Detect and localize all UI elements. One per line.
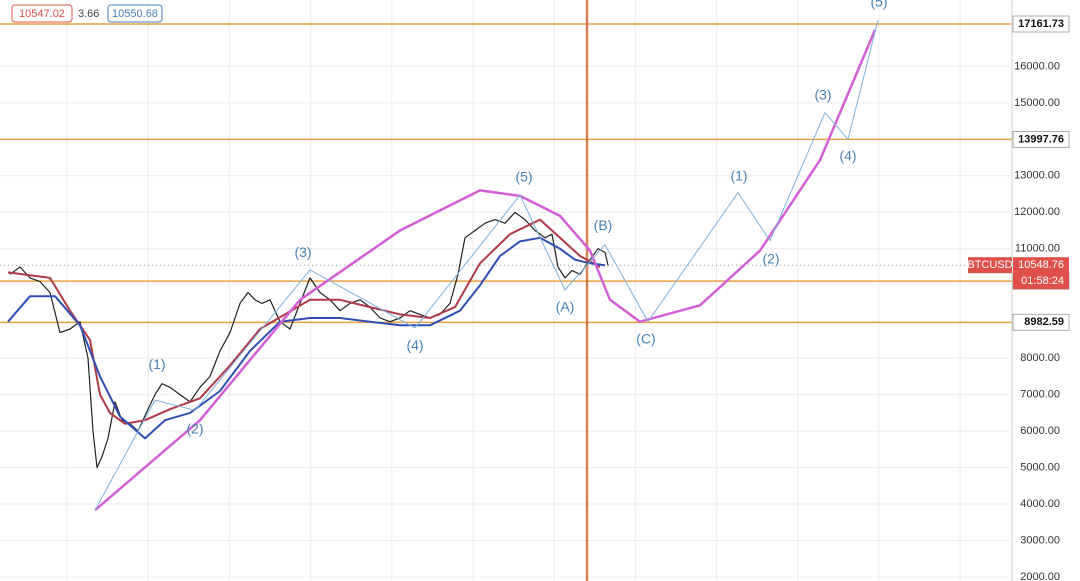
level-label: 8982.59 [1024, 316, 1064, 328]
wave-label: (3) [814, 87, 831, 103]
level-label: 17161.73 [1018, 18, 1064, 30]
legend-value: 10550.68 [112, 8, 158, 20]
series-line [7, 236, 606, 440]
legend-box [107, 4, 163, 23]
wave-label: (A) [556, 299, 575, 315]
wave-label: (1) [730, 168, 747, 184]
price-axis [1012, 0, 1080, 581]
wave-label: (4) [839, 148, 856, 164]
level-label-box [1012, 313, 1070, 331]
y-tick-label: 4000.00 [1020, 498, 1060, 510]
y-tick-label: 15000.00 [1014, 97, 1060, 109]
wave-label: (4) [406, 337, 423, 353]
wave-label: (2) [186, 421, 203, 437]
y-tick-label: 6000.00 [1020, 425, 1060, 437]
level-label: 13997.76 [1018, 133, 1064, 145]
countdown-label: 01:58:24 [1021, 275, 1064, 287]
wave-label: (B) [594, 217, 613, 233]
y-tick-label: 5000.00 [1020, 461, 1060, 473]
last-price-label: 10548.76 [1018, 259, 1064, 271]
series-line [94, 29, 877, 512]
wave-label: (3) [294, 244, 311, 260]
y-tick-label: 2000.00 [1020, 571, 1060, 581]
series-line [7, 218, 601, 425]
wave-label: (5) [870, 0, 887, 10]
wave-label: (2) [762, 251, 779, 267]
level-label-box [1012, 131, 1070, 148]
y-tick-label: 12000.00 [1014, 206, 1060, 218]
y-tick-label: 11000.00 [1015, 243, 1060, 255]
y-tick-label: 16000.00 [1014, 60, 1060, 72]
wave-label: (5) [515, 169, 532, 185]
legend-box [11, 4, 73, 23]
wave-label: (C) [636, 331, 655, 347]
last-price-box [1013, 257, 1069, 290]
series-line [9, 211, 609, 469]
legend-value: 3.66 [78, 8, 99, 20]
wave-label: (1) [148, 356, 165, 372]
y-tick-label: 8000.00 [1020, 352, 1060, 364]
y-tick-label: 13000.00 [1014, 170, 1060, 182]
legend-value: 10547.02 [19, 8, 65, 20]
level-label-box [1012, 15, 1070, 33]
y-tick-label: 3000.00 [1020, 534, 1060, 546]
symbol-label: BTCUSD [967, 259, 1012, 271]
y-tick-label: 7000.00 [1020, 389, 1060, 401]
symbol-box [968, 257, 1012, 274]
series-line [94, 19, 879, 511]
